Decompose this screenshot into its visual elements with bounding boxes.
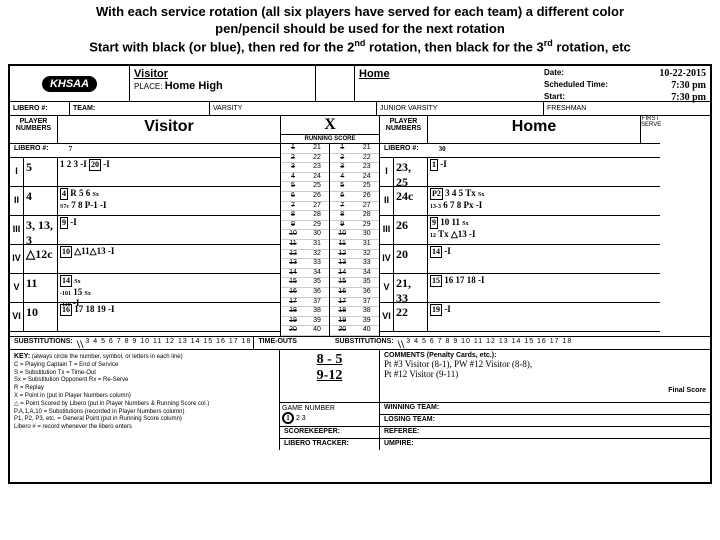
mid-blank	[315, 66, 355, 101]
logo-cell: KHSAA	[10, 66, 130, 101]
position-row: I23, 251 -I	[380, 158, 660, 187]
mid-bottom: 8 - 5 9-12 GAME NUMBER 1 2 3 SCOREKEEPER…	[280, 350, 380, 450]
running-left: X RUNNING SCORE 121222323424525626727828…	[280, 116, 380, 336]
scoresheet: KHSAA Visitor PLACE: Home High Home Date…	[8, 64, 712, 484]
position-row: II24cP2 3 4 5 Tx Sx13-3 6 7 8 Px -I	[380, 187, 660, 216]
visitor-team-name: Visitor	[58, 116, 280, 143]
visitor-libero-row: LIBERO #:7	[10, 144, 280, 158]
khsaa-logo: KHSAA	[42, 76, 97, 92]
header-line3: Start with black (or blue), then red for…	[20, 38, 700, 56]
score-1: 8 - 5	[282, 352, 377, 368]
visitor-label: Visitor	[134, 68, 311, 80]
bottom-row: KEY: (always circle the number, symbol, …	[10, 350, 710, 450]
visitor-place: Visitor PLACE: Home High	[130, 66, 315, 101]
position-row: V21, 3315 16 17 18 -I	[380, 274, 660, 303]
subs-row: SUBSTITUTIONS: \\ 3 4 5 6 7 8 9 10 11 12…	[10, 336, 710, 350]
header-line2: pen/pencil should be used for the next r…	[20, 21, 700, 38]
home-place: Home	[355, 66, 540, 101]
game-number: GAME NUMBER 1 2 3	[280, 402, 379, 426]
comments-box: COMMENTS (Penalty Cards, etc.): Pt #3 Vi…	[380, 350, 710, 402]
pn-hdr-v: PLAYER NUMBERS	[10, 116, 58, 143]
pn-hdr-h: PLAYER NUMBERS	[380, 116, 428, 143]
position-row: V1114 Sx-101 15 Sx-110 -I	[10, 274, 280, 303]
first-serve-hdr: FIRST SERVE	[640, 116, 660, 143]
position-row: IV△12c10 △11△13 -I	[10, 245, 280, 274]
position-row: II44 R 5 6 SxS7c 7 8 P-1 -I	[10, 187, 280, 216]
date-cell: Date:10-22-2015 Scheduled Time:7:30 pm S…	[540, 66, 710, 101]
position-row: VI2219 -I	[380, 303, 660, 332]
position-row: IV2014 -I	[380, 245, 660, 274]
score-2: 9-12	[282, 368, 377, 384]
header-line1: With each service rotation (all six play…	[20, 4, 700, 21]
team-hdr: TEAM:	[70, 102, 210, 115]
position-row: III3, 13, 39 -I	[10, 216, 280, 245]
main-grid: PLAYER NUMBERS Visitor LIBERO #:7 I51 2 …	[10, 116, 710, 336]
instruction-header: With each service rotation (all six play…	[0, 0, 720, 64]
category-row: LIBERO #: TEAM: VARSITY JUNIOR VARSITY F…	[10, 102, 710, 116]
position-row: I51 2 3 -I 20 -I	[10, 158, 280, 187]
home-label: Home	[359, 68, 536, 80]
home-libero-row: LIBERO #:30	[380, 144, 660, 158]
libero-hdr: LIBERO #:	[10, 102, 70, 115]
key-cell: KEY: (always circle the number, symbol, …	[10, 350, 280, 450]
right-bottom: COMMENTS (Penalty Cards, etc.): Pt #3 Vi…	[380, 350, 710, 450]
jv-cell: JUNIOR VARSITY	[377, 102, 544, 115]
position-row: III269 10 11 Sx12 Tx △13 -I	[380, 216, 660, 245]
home-section: PLAYER NUMBERS Home FIRST SERVE LIBERO #…	[380, 116, 660, 336]
first-serve-x: X	[281, 116, 379, 134]
home-team-name: Home	[428, 116, 640, 143]
visitor-section: PLAYER NUMBERS Visitor LIBERO #:7 I51 2 …	[10, 116, 280, 336]
varsity-cell: VARSITY	[210, 102, 377, 115]
position-row: VI1016 17 18 19 -I	[10, 303, 280, 332]
top-row: KHSAA Visitor PLACE: Home High Home Date…	[10, 66, 710, 102]
fresh-cell: FRESHMAN	[544, 102, 710, 115]
